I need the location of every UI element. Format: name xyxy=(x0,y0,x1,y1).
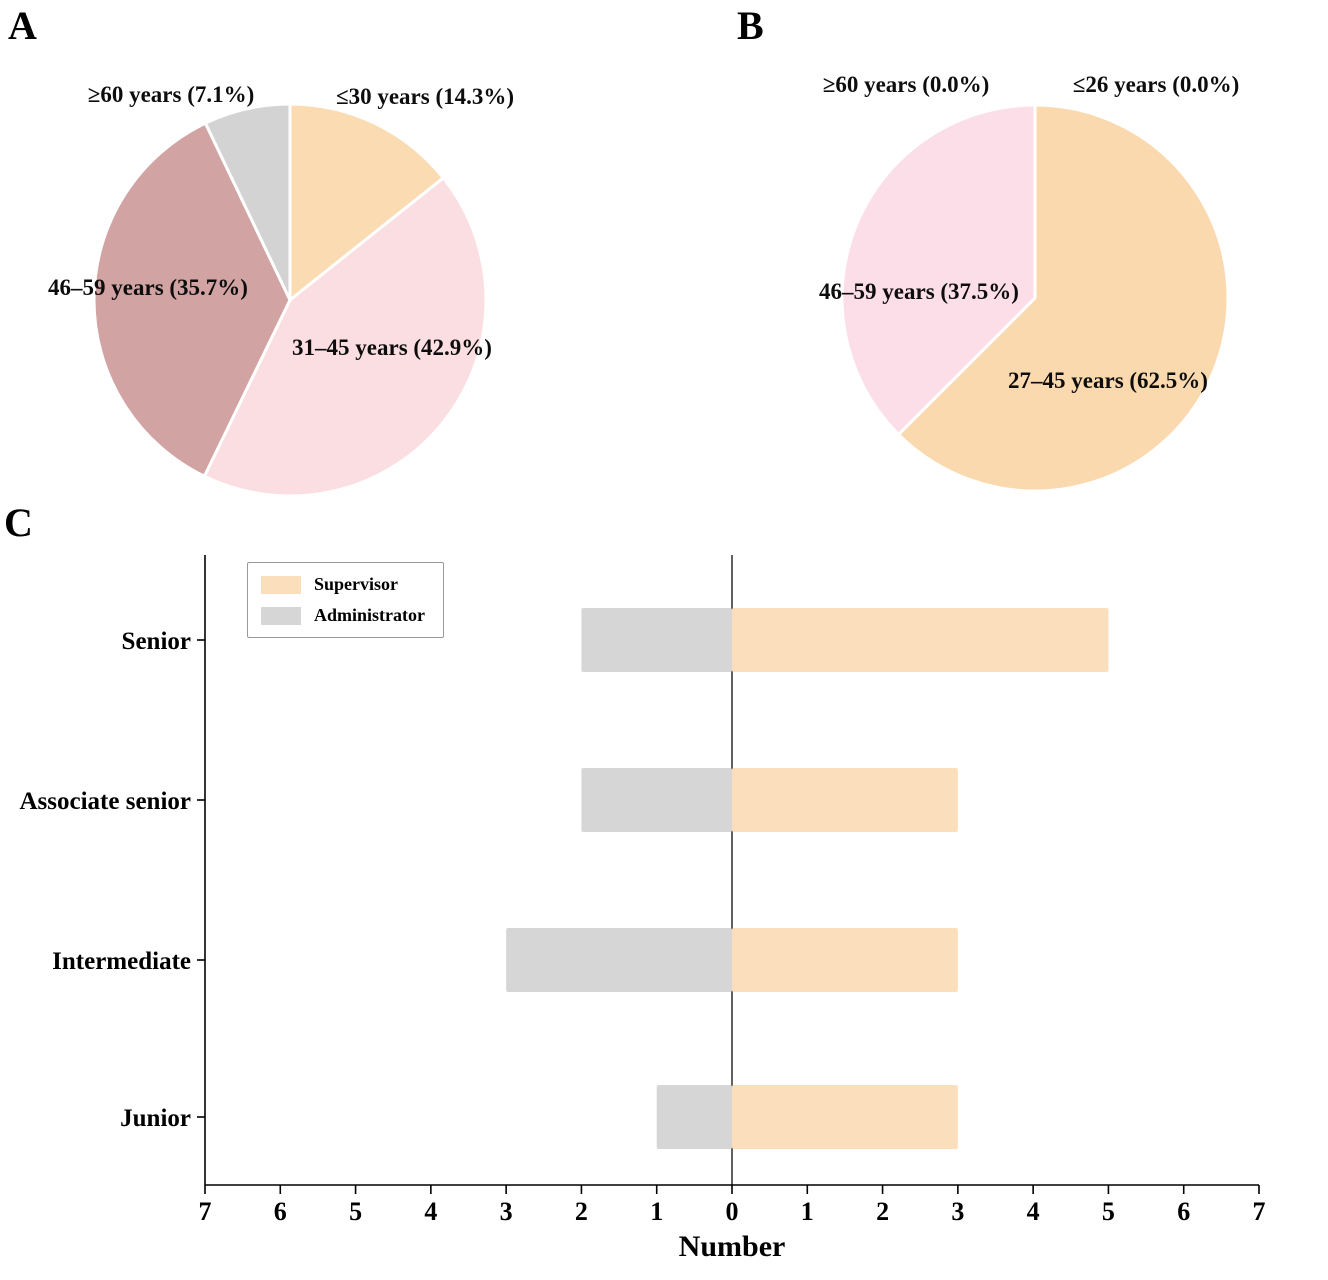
x-tick-label-0: 7 xyxy=(199,1197,212,1226)
legend-item-administrator: Administrator xyxy=(261,605,425,626)
pie-a-label-46-59: 46–59 years (35.7%) xyxy=(48,275,248,300)
bar-administrator-intermediate xyxy=(506,928,732,992)
pie-b-slice-1 xyxy=(897,103,1230,493)
pie-b-label-le26: ≤26 years (0.0%) xyxy=(1072,72,1240,97)
x-tick-label-10: 3 xyxy=(951,1197,964,1226)
x-tick-label-7: 0 xyxy=(726,1197,739,1226)
pie-a-slice-0 xyxy=(288,102,445,302)
x-tick-label-14: 7 xyxy=(1253,1197,1266,1226)
x-tick-label-6: 1 xyxy=(650,1197,663,1226)
legend: Supervisor Administrator xyxy=(247,562,444,638)
pie-a-slice-1 xyxy=(202,176,488,498)
x-tick-label-2: 5 xyxy=(349,1197,362,1226)
pie-b-label-46-59: 46–59 years (37.5%) xyxy=(819,279,1019,304)
pie-b-label-ge60: ≥60 years (0.0%) xyxy=(822,72,990,97)
bar-administrator-junior xyxy=(656,1085,732,1149)
legend-label-administrator: Administrator xyxy=(314,605,425,625)
x-axis-title: Number xyxy=(678,1230,786,1263)
bar-administrator-senior xyxy=(581,608,732,672)
x-tick-label-12: 5 xyxy=(1102,1197,1115,1226)
bar-administrator-associate-senior xyxy=(581,768,732,832)
x-tick-label-4: 3 xyxy=(500,1197,513,1226)
x-tick-label-8: 1 xyxy=(801,1197,814,1226)
bar-supervisor-associate-senior xyxy=(732,768,958,832)
legend-swatch-administrator xyxy=(261,606,301,625)
pie-a-label-ge60: ≥60 years (7.1%) xyxy=(87,82,255,107)
x-tick-label-1: 6 xyxy=(274,1197,287,1226)
category-label-associate-senior: Associate senior xyxy=(20,788,192,815)
x-tick-label-11: 4 xyxy=(1027,1197,1040,1226)
category-label-intermediate: Intermediate xyxy=(52,948,191,975)
pie-a-label-le30: ≤30 years (14.3%) xyxy=(335,84,515,109)
legend-label-supervisor: Supervisor xyxy=(314,574,399,594)
legend-item-supervisor: Supervisor xyxy=(261,574,425,595)
bar-supervisor-intermediate xyxy=(732,928,958,992)
category-label-senior: Senior xyxy=(122,628,191,655)
panel-c-letter: C xyxy=(4,500,33,545)
x-tick-label-3: 4 xyxy=(424,1197,437,1226)
pie-a-label-31-45: 31–45 years (42.9%) xyxy=(292,335,492,360)
category-label-junior: Junior xyxy=(120,1105,191,1132)
pie-b-label-27-45: 27–45 years (62.5%) xyxy=(1008,368,1208,393)
pie-a-slice-2 xyxy=(92,121,292,478)
legend-swatch-supervisor xyxy=(261,575,301,594)
bar-supervisor-senior xyxy=(732,608,1109,672)
panel-a-letter: A xyxy=(8,3,37,48)
x-tick-label-13: 6 xyxy=(1177,1197,1190,1226)
x-tick-label-5: 2 xyxy=(575,1197,588,1226)
bar-supervisor-junior xyxy=(732,1085,958,1149)
pie-b-slice-2 xyxy=(840,103,1037,436)
panel-b-letter: B xyxy=(737,3,764,48)
x-tick-label-9: 2 xyxy=(876,1197,889,1226)
pie-a-slice-3 xyxy=(203,102,292,302)
